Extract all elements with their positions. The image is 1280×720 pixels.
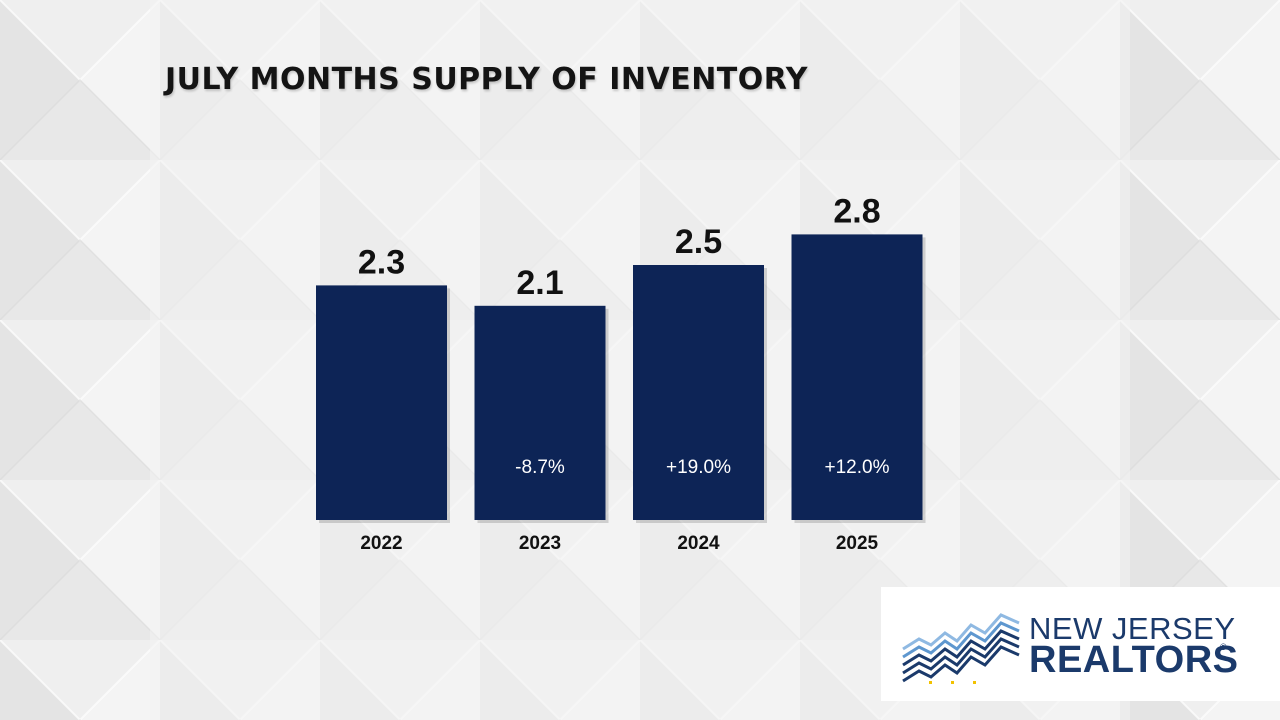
x-tick-label-2025: 2025	[836, 533, 879, 554]
x-tick-label-2022: 2022	[360, 533, 402, 554]
x-tick-label-2023: 2023	[519, 533, 561, 554]
logo: NEW JERSEY REALTORS ®	[881, 587, 1280, 701]
change-label-2025: +12.0%	[825, 457, 890, 478]
bar-2022	[316, 285, 447, 520]
value-label-2023: 2.1	[516, 264, 563, 302]
value-label-2024: 2.5	[675, 223, 722, 261]
change-label-2023: -8.7%	[515, 457, 565, 478]
logo-text-line2: REALTORS	[1029, 639, 1239, 681]
value-label-2025: 2.8	[833, 192, 880, 230]
logo-text-line1: NEW JERSEY	[1029, 611, 1236, 646]
change-label-2024: +19.0%	[666, 457, 731, 478]
bar-2023	[474, 305, 606, 520]
bar-2025	[791, 234, 923, 520]
chart-title: JULY MONTHS SUPPLY OF INVENTORY	[165, 62, 808, 97]
registered-mark: ®	[1220, 642, 1227, 652]
x-tick-label-2024: 2024	[677, 533, 720, 554]
value-label-2022: 2.3	[358, 243, 405, 281]
realtors-building-icon	[902, 613, 1020, 684]
bar-2024	[633, 265, 764, 520]
